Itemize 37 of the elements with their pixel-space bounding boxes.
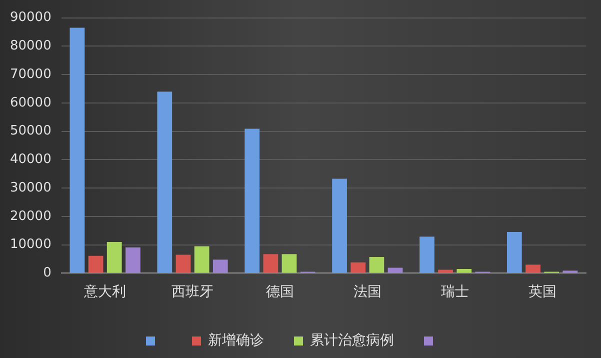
bar — [157, 92, 172, 273]
bar — [176, 254, 191, 273]
bar — [350, 262, 366, 273]
legend-label: 累计治愈病例 — [310, 332, 394, 349]
bar — [263, 254, 278, 273]
y-tick-label: 80000 — [10, 38, 52, 54]
bar — [388, 268, 403, 273]
bar — [369, 257, 384, 273]
x-tick-label: 德国 — [266, 284, 294, 300]
y-tick-label: 70000 — [10, 66, 52, 82]
x-tick-label: 瑞士 — [440, 284, 469, 300]
bar — [244, 128, 260, 273]
y-tick-label: 90000 — [10, 10, 52, 26]
y-tick-label: 50000 — [10, 124, 52, 139]
legend-label: 新增确诊 — [208, 332, 264, 349]
bar — [212, 260, 228, 273]
y-tick-label: 40000 — [10, 152, 52, 168]
bar — [88, 256, 104, 273]
y-tick-label: 30000 — [10, 180, 52, 196]
y-tick-label: 0 — [43, 266, 52, 281]
x-tick-label: 意大利 — [83, 284, 126, 300]
bar — [194, 246, 210, 273]
bar — [332, 178, 347, 273]
x-tick-label: 英国 — [528, 284, 556, 300]
bar — [456, 268, 472, 273]
bar — [506, 232, 522, 273]
bar — [70, 28, 85, 273]
bar — [106, 242, 122, 273]
y-tick-label: 60000 — [10, 95, 52, 110]
bar — [126, 247, 140, 273]
y-tick-label: 10000 — [10, 237, 52, 252]
bar — [282, 254, 297, 273]
x-tick-label: 法国 — [353, 284, 382, 300]
x-tick-label: 西班牙 — [172, 284, 214, 300]
y-tick-label: 20000 — [10, 208, 52, 224]
bar — [420, 236, 434, 273]
bar — [526, 264, 540, 273]
